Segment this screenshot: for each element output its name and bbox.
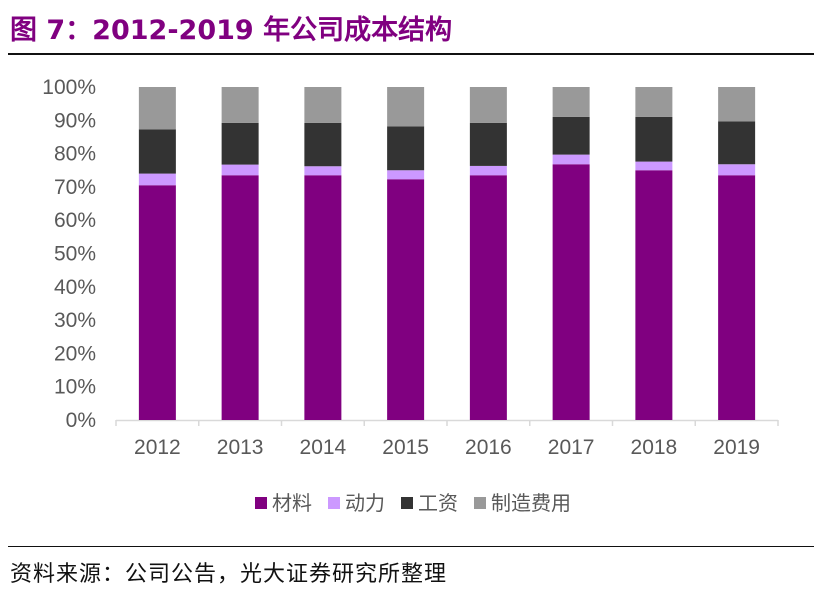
bars (138, 87, 756, 420)
bar-segment (635, 87, 673, 117)
bar-segment (387, 179, 425, 420)
bar-segment (469, 87, 507, 123)
legend-swatch (328, 497, 340, 509)
x-tick-label: 2018 (631, 436, 678, 459)
x-tick-label: 2017 (548, 436, 595, 459)
legend-swatch (474, 497, 486, 509)
bar-segment (221, 175, 259, 420)
y-tick-label: 10% (54, 376, 96, 399)
bar-segment (221, 87, 259, 123)
title-rule (8, 53, 814, 55)
bar-segment (304, 87, 342, 123)
legend-label: 工资 (418, 491, 458, 515)
source-rule (8, 546, 814, 547)
bar-segment (221, 122, 259, 165)
bar-segment (138, 129, 176, 174)
y-tick-label: 50% (54, 243, 96, 266)
x-tick-label: 2015 (382, 436, 429, 459)
bar-segment (387, 87, 425, 127)
figure-title: 图 7：2012-2019 年公司成本结构 (10, 15, 453, 46)
bar-segment (718, 175, 756, 420)
y-tick-label: 100% (42, 76, 96, 99)
bar-segment (221, 164, 259, 176)
bar-segment (387, 170, 425, 180)
stacked-bar-chart: 0%10%20%30%40%50%60%70%80%90%100% 2012 20… (42, 76, 779, 515)
x-tick-label: 2019 (713, 436, 760, 459)
y-tick-label: 80% (54, 143, 96, 166)
bar-segment (552, 87, 590, 117)
bar-segment (635, 161, 673, 171)
bar-segment (138, 173, 176, 186)
y-tick-label: 30% (54, 309, 96, 332)
x-tick-label: 2016 (465, 436, 512, 459)
legend: 材料 动力 工资 制造费用 (255, 491, 571, 515)
source-note: 资料来源：公司公告，光大证券研究所整理 (10, 562, 448, 587)
bar-segment (304, 122, 342, 167)
x-tick-label: 2013 (217, 436, 264, 459)
bar-segment (635, 170, 673, 420)
bar-segment (552, 154, 590, 165)
legend-label: 材料 (272, 491, 312, 515)
bar-segment (552, 164, 590, 420)
x-axis: 2012 2013 2014 2015 2016 2017 2018 2019 (115, 419, 779, 459)
legend-swatch (255, 497, 267, 509)
bar-segment (552, 116, 590, 155)
y-axis: 0% 10% 20% 30% 40% 50% 60% 70% 80% 90% 100% (42, 76, 96, 432)
bar-segment (718, 121, 756, 165)
x-tick-label: 2012 (134, 436, 181, 459)
bar-segment (469, 122, 507, 166)
x-tick-label: 2014 (300, 436, 347, 459)
y-tick-label: 90% (54, 109, 96, 132)
bar-segment (718, 164, 756, 176)
legend-swatch (401, 497, 413, 509)
y-tick-label: 0% (66, 409, 96, 432)
legend-label: 制造费用 (491, 491, 571, 515)
y-tick-label: 60% (54, 209, 96, 232)
legend-label: 动力 (345, 491, 385, 515)
y-tick-label: 70% (54, 176, 96, 199)
bar-segment (635, 116, 673, 162)
y-tick-label: 20% (54, 342, 96, 365)
bar-segment (469, 165, 507, 176)
bar-segment (387, 126, 425, 171)
bar-segment (304, 175, 342, 420)
bar-segment (718, 87, 756, 122)
y-tick-label: 40% (54, 276, 96, 299)
bar-segment (138, 87, 176, 130)
bar-segment (138, 185, 176, 420)
bar-segment (469, 175, 507, 420)
bar-segment (304, 166, 342, 176)
